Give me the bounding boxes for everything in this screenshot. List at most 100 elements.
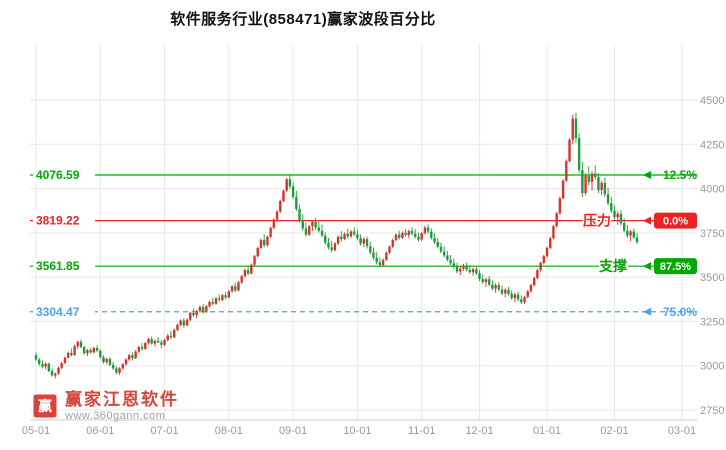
watermark-text: 赢家江恩软件 www.360gann.com <box>65 390 179 422</box>
candle <box>314 221 317 228</box>
candle <box>189 312 192 320</box>
candle <box>568 139 571 162</box>
candle <box>375 257 378 263</box>
candle <box>414 233 417 237</box>
candle <box>481 278 484 283</box>
candle <box>346 233 349 237</box>
candle <box>285 179 288 191</box>
price-label-bg <box>33 258 95 274</box>
candle <box>208 301 211 307</box>
candle <box>76 341 79 347</box>
brand-logo-glyph: 赢 <box>38 398 52 415</box>
candle <box>603 182 607 195</box>
candle <box>57 367 60 374</box>
watermark: 赢 赢家江恩软件 www.360gann.com <box>32 390 179 422</box>
candle <box>102 357 105 363</box>
candle <box>89 350 92 353</box>
candle <box>619 213 623 224</box>
y-tick-label: 2750 <box>700 405 724 417</box>
x-tick-label: 02-01 <box>600 425 628 437</box>
arrow-left-icon <box>643 171 651 180</box>
candle <box>594 173 597 178</box>
candle <box>571 118 574 140</box>
candle <box>478 273 481 279</box>
candle <box>54 373 57 376</box>
candle <box>494 285 497 289</box>
candle <box>340 236 343 240</box>
candle <box>262 239 266 246</box>
candle <box>584 175 587 193</box>
candle <box>147 339 150 344</box>
candle <box>243 270 247 277</box>
candle <box>144 343 147 349</box>
candle <box>246 270 250 274</box>
candle <box>224 295 227 298</box>
candle <box>256 247 259 257</box>
y-tick-label: 3750 <box>700 228 724 240</box>
price-label-bg <box>33 303 95 319</box>
candle <box>295 197 298 209</box>
candle <box>385 252 388 260</box>
candle <box>391 239 394 247</box>
candle <box>311 221 314 227</box>
candle <box>430 231 433 238</box>
candle <box>401 232 404 238</box>
candle <box>462 265 465 269</box>
candle <box>320 230 324 236</box>
candle <box>545 247 549 257</box>
price-line-label: 3561.85 <box>36 259 80 273</box>
candle <box>266 236 269 246</box>
candle <box>433 237 436 243</box>
candle <box>526 291 529 297</box>
percent-badge <box>654 212 697 229</box>
candle <box>349 231 353 237</box>
candle <box>420 233 423 240</box>
candle <box>513 294 517 299</box>
candle <box>140 347 144 349</box>
candle <box>529 285 533 292</box>
candle <box>381 259 385 266</box>
candle <box>455 266 459 272</box>
candle <box>407 231 411 235</box>
y-tick-label: 4500 <box>700 95 724 107</box>
candle <box>211 301 214 304</box>
candle <box>259 239 263 248</box>
candle <box>150 339 153 344</box>
candle <box>240 276 243 283</box>
candle <box>532 278 536 286</box>
candle <box>250 264 253 274</box>
price-label-bg <box>33 167 95 183</box>
candle <box>201 306 205 312</box>
candle <box>539 262 542 271</box>
candle <box>234 286 237 291</box>
candle <box>635 237 639 243</box>
candle <box>497 285 501 290</box>
candle <box>179 320 182 325</box>
candle <box>378 262 382 266</box>
candle <box>459 268 462 272</box>
candle <box>298 208 301 221</box>
candle <box>356 234 359 239</box>
candle <box>597 177 600 190</box>
x-tick-label: 09-01 <box>279 425 307 437</box>
x-tick-label: 10-01 <box>343 425 371 437</box>
candle <box>70 352 73 356</box>
candle <box>317 227 321 231</box>
axis-labels: 4500 4250 4000 3750 3500 3250 3000 2750 05-01 06-… <box>22 95 725 437</box>
candle <box>307 226 311 235</box>
pressure-label: 压力 <box>583 213 611 229</box>
candle <box>471 269 475 273</box>
candle <box>484 279 488 283</box>
candle <box>587 175 590 182</box>
price-line-label: 4076.59 <box>36 168 80 182</box>
candle <box>616 213 619 218</box>
candle <box>452 263 456 267</box>
x-tick-label: 11-01 <box>408 425 435 437</box>
candle <box>38 359 41 364</box>
candle <box>365 239 369 247</box>
y-tick-label: 4000 <box>700 184 724 196</box>
candle <box>128 355 131 360</box>
candle <box>362 239 366 244</box>
candle <box>217 298 221 300</box>
